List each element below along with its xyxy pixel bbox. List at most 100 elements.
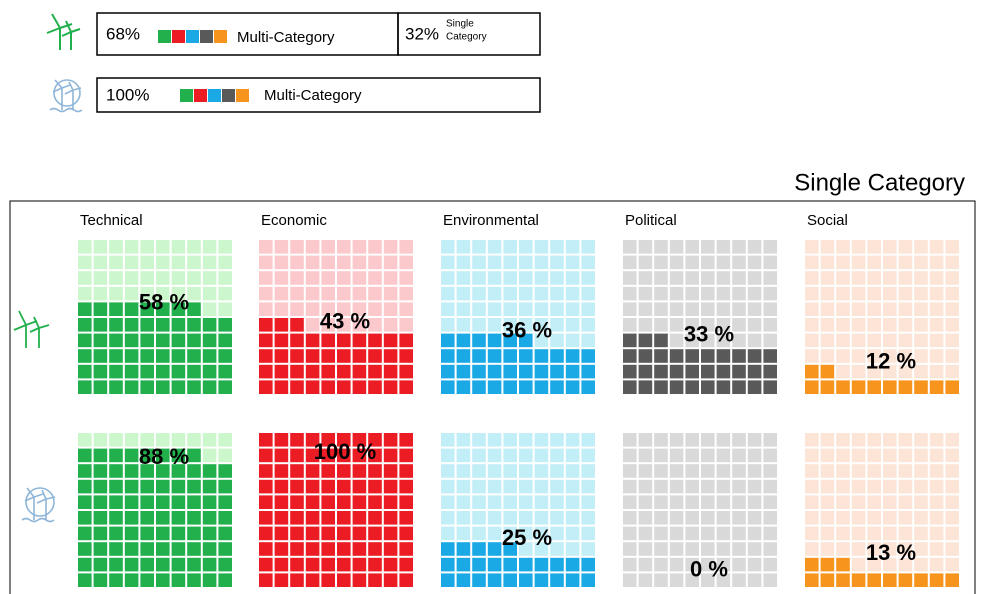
- waffle-cell: [851, 364, 866, 379]
- waffle-cell-filled: [352, 380, 367, 394]
- waffle-cell: [187, 255, 201, 270]
- waffle-cell-filled: [274, 557, 289, 572]
- waffle-cell: [914, 526, 928, 541]
- waffle-cell: [685, 557, 699, 572]
- waffle-cell: [290, 240, 304, 254]
- waffle-cell-filled: [78, 464, 92, 478]
- waffle-cell-filled: [93, 464, 108, 478]
- value-label: 58 %: [139, 290, 189, 315]
- waffle-cell: [898, 557, 913, 572]
- waffle-cell-filled: [218, 573, 232, 587]
- waffle-cell-filled: [290, 448, 304, 463]
- waffle-cell: [820, 495, 835, 509]
- waffle-cell-filled: [218, 333, 232, 348]
- waffle-cell: [732, 286, 746, 301]
- waffle-cell-filled: [259, 364, 273, 379]
- waffle-cell: [763, 511, 777, 525]
- waffle: [623, 433, 777, 587]
- waffle-cell-filled: [503, 364, 517, 379]
- waffle-cell-filled: [140, 364, 154, 379]
- waffle-cell: [534, 511, 549, 525]
- waffle-cell: [805, 448, 819, 463]
- waffle-cell: [732, 495, 746, 509]
- waffle-cell: [565, 255, 580, 270]
- waffle-cell: [93, 433, 108, 447]
- waffle-cell: [456, 433, 471, 447]
- waffle-cell-filled: [654, 349, 668, 363]
- waffle-cell: [109, 433, 123, 447]
- waffle-cell-filled: [321, 573, 335, 587]
- waffle-cell: [352, 255, 367, 270]
- waffle-cell-filled: [171, 557, 186, 572]
- waffle-cell-filled: [171, 333, 186, 348]
- waffle-cell-filled: [654, 364, 668, 379]
- waffle-cell-filled: [187, 542, 201, 556]
- waffle-cell: [383, 318, 398, 332]
- waffle-cell: [836, 364, 850, 379]
- waffle-cell-filled: [259, 479, 273, 494]
- waffle-cell: [202, 255, 217, 270]
- waffle-cell-filled: [352, 542, 367, 556]
- waffle-cell: [820, 448, 835, 463]
- waffle-cell: [685, 433, 699, 447]
- waffle-cell: [581, 318, 595, 332]
- waffle-cell-filled: [929, 380, 944, 394]
- waffle-cell: [716, 302, 731, 316]
- waffle-cell: [836, 318, 850, 332]
- waffle-cell: [202, 448, 217, 463]
- waffle-cell: [654, 479, 668, 494]
- waffle-cell-filled: [93, 557, 108, 572]
- waffle-cell: [929, 433, 944, 447]
- waffle-cell: [503, 433, 517, 447]
- waffle-cell-filled: [78, 542, 92, 556]
- waffle-cell: [805, 240, 819, 254]
- waffle-cell-filled: [274, 495, 289, 509]
- legend-swatch: [222, 89, 235, 102]
- waffle-cell: [124, 271, 139, 285]
- waffle-cell: [78, 240, 92, 254]
- waffle-cell: [701, 557, 715, 572]
- waffle-cell: [581, 433, 595, 447]
- waffle-cell-filled: [218, 380, 232, 394]
- waffle-cell-filled: [259, 511, 273, 525]
- waffle-cell: [805, 286, 819, 301]
- legend-swatch: [180, 89, 193, 102]
- waffle-cell-filled: [187, 318, 201, 332]
- waffle-cell: [550, 495, 564, 509]
- waffle-cell-filled: [669, 349, 684, 363]
- waffle-cell: [368, 286, 382, 301]
- waffle-cell: [716, 511, 731, 525]
- waffle: [623, 240, 777, 394]
- waffle-cell: [534, 302, 549, 316]
- waffle-cell: [851, 271, 866, 285]
- waffle-cell-filled: [638, 333, 653, 348]
- waffle-cell: [701, 479, 715, 494]
- waffle-cell: [929, 557, 944, 572]
- waffle-cell-filled: [399, 380, 413, 394]
- waffle-cell-filled: [93, 479, 108, 494]
- waffle-cell-filled: [441, 573, 455, 587]
- waffle-cell: [851, 542, 866, 556]
- waffle-cell: [851, 255, 866, 270]
- waffle-cell-filled: [140, 448, 154, 463]
- waffle-cell-filled: [883, 573, 897, 587]
- waffle-cell: [898, 495, 913, 509]
- waffle-cell: [534, 495, 549, 509]
- waffle-cell-filled: [109, 380, 123, 394]
- waffle-cell: [747, 526, 762, 541]
- waffle-cell: [441, 464, 455, 478]
- waffle-cell: [171, 240, 186, 254]
- waffle-cell-filled: [763, 364, 777, 379]
- waffle-cell: [550, 333, 564, 348]
- waffle-cell: [914, 302, 928, 316]
- waffle-cell: [503, 318, 517, 332]
- waffle-cell: [565, 271, 580, 285]
- waffle-cell-filled: [290, 557, 304, 572]
- waffle-cell-filled: [337, 557, 351, 572]
- waffle-cell: [654, 433, 668, 447]
- offshore-icon: [49, 79, 83, 113]
- waffle-cell-filled: [93, 364, 108, 379]
- waffle-cell: [638, 286, 653, 301]
- waffle-cell: [581, 479, 595, 494]
- waffle-cell-filled: [820, 364, 835, 379]
